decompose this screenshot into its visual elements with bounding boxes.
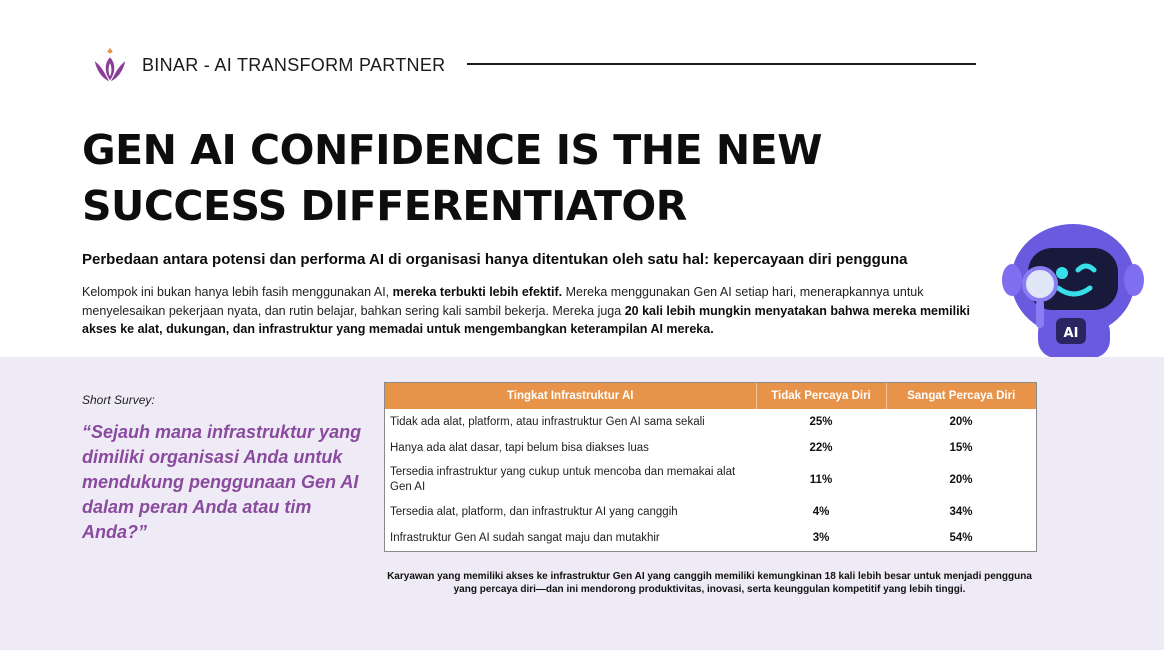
not-confident-cell: 4% xyxy=(812,505,830,518)
binar-logo-icon xyxy=(94,47,126,82)
not-confident-cell: 25% xyxy=(809,415,833,428)
very-confident-cell: 34% xyxy=(949,505,973,518)
level-cell: Tersedia infrastruktur yang cukup untuk … xyxy=(390,466,736,493)
table-row: Hanya ada alat dasar, tapi belum bisa di… xyxy=(385,435,1036,461)
very-confident-cell: 15% xyxy=(949,441,973,454)
header-divider xyxy=(467,63,976,65)
page-title: GEN AI CONFIDENCE IS THE NEW SUCCESS DIF… xyxy=(82,122,822,234)
table-header-row: Tingkat Infrastruktur AI Tidak Percaya D… xyxy=(385,383,1036,409)
column-header-very-confident: Sangat Percaya Diri xyxy=(886,383,1036,409)
title-line-1: GEN AI CONFIDENCE IS THE NEW xyxy=(82,126,822,174)
ai-robot-magnifier-icon: AI xyxy=(1002,224,1144,358)
column-header-not-confident: Tidak Percaya Diri xyxy=(756,383,887,409)
table-row: Tidak ada alat, platform, atau infrastru… xyxy=(385,409,1036,435)
column-header-level: Tingkat Infrastruktur AI xyxy=(385,383,757,409)
body-bold-1: mereka terbukti lebih efektif. xyxy=(392,285,563,299)
survey-question: “Sejauh mana infrastruktur yang dimiliki… xyxy=(82,422,362,542)
level-cell: Infrastruktur Gen AI sudah sangat maju d… xyxy=(390,531,660,544)
very-confident-cell: 20% xyxy=(949,473,973,486)
not-confident-cell: 22% xyxy=(809,441,833,454)
table-row: Tersedia alat, platform, dan infrastrukt… xyxy=(385,499,1036,525)
table-caption: Karyawan yang memiliki akses ke infrastr… xyxy=(387,571,1032,595)
body-bold-2: 20 kali lebih mungkin menyatakan bahwa m… xyxy=(82,303,970,337)
brand-header: BINAR - AI TRANSFORM PARTNER xyxy=(91,45,445,85)
level-cell: Tidak ada alat, platform, atau infrastru… xyxy=(390,415,705,428)
not-confident-cell: 3% xyxy=(812,531,830,544)
very-confident-cell: 54% xyxy=(949,531,973,544)
infrastructure-table: Tingkat Infrastruktur AI Tidak Percaya D… xyxy=(384,382,1037,552)
survey-label: Short Survey: xyxy=(82,393,155,407)
page-subtitle: Perbedaan antara potensi dan performa AI… xyxy=(82,251,908,268)
mascot-badge: AI xyxy=(1064,326,1079,341)
table-row: Tersedia infrastruktur yang cukup untuk … xyxy=(385,461,1036,499)
table-row: Infrastruktur Gen AI sudah sangat maju d… xyxy=(385,525,1036,551)
level-cell: Tersedia alat, platform, dan infrastrukt… xyxy=(390,505,678,518)
brand-name: BINAR - AI TRANSFORM PARTNER xyxy=(142,54,446,75)
level-cell: Hanya ada alat dasar, tapi belum bisa di… xyxy=(390,441,649,454)
not-confident-cell: 11% xyxy=(809,473,833,486)
very-confident-cell: 20% xyxy=(949,415,973,428)
body-text-2: Mereka menggunakan Gen AI setiap hari, m… xyxy=(82,285,924,318)
title-line-2: SUCCESS DIFFERENTIATOR xyxy=(82,182,687,230)
body-paragraph: Kelompok ini bukan hanya lebih fasih men… xyxy=(82,283,972,339)
body-text-1: Kelompok ini bukan hanya lebih fasih men… xyxy=(82,285,393,299)
